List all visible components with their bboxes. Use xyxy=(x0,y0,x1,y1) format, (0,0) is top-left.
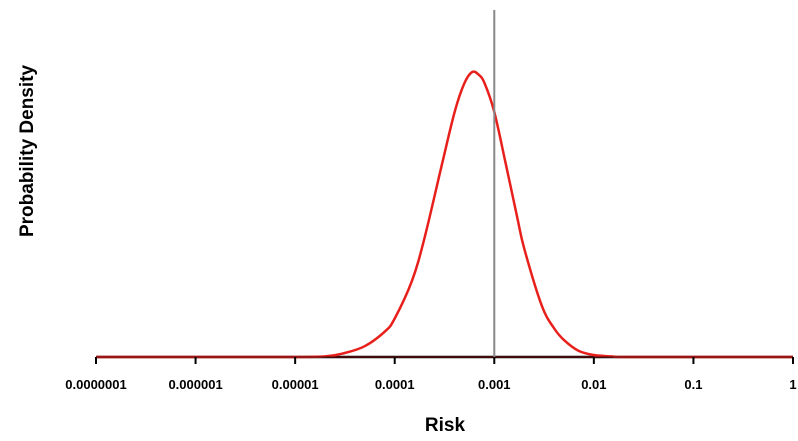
x-tick-label: 0.1 xyxy=(684,377,702,392)
y-axis-title: Probability Density xyxy=(17,65,38,238)
x-tick-label: 0.01 xyxy=(581,377,606,392)
plot-area xyxy=(96,10,793,359)
x-tick-label: 0.0001 xyxy=(375,377,415,392)
x-axis-title: Risk xyxy=(425,415,466,436)
x-tick-label: 0.000001 xyxy=(168,377,222,392)
x-tick-label: 1 xyxy=(789,377,796,392)
x-axis: 0.0000001 0.000001 0.00001 0.0001 0.001 0.01 0… xyxy=(65,357,797,392)
x-tick-label: 0.001 xyxy=(478,377,511,392)
x-tick-label: 0.0000001 xyxy=(65,377,126,392)
series-line-1 xyxy=(96,70,793,359)
x-tick-label: 0.00001 xyxy=(272,377,319,392)
